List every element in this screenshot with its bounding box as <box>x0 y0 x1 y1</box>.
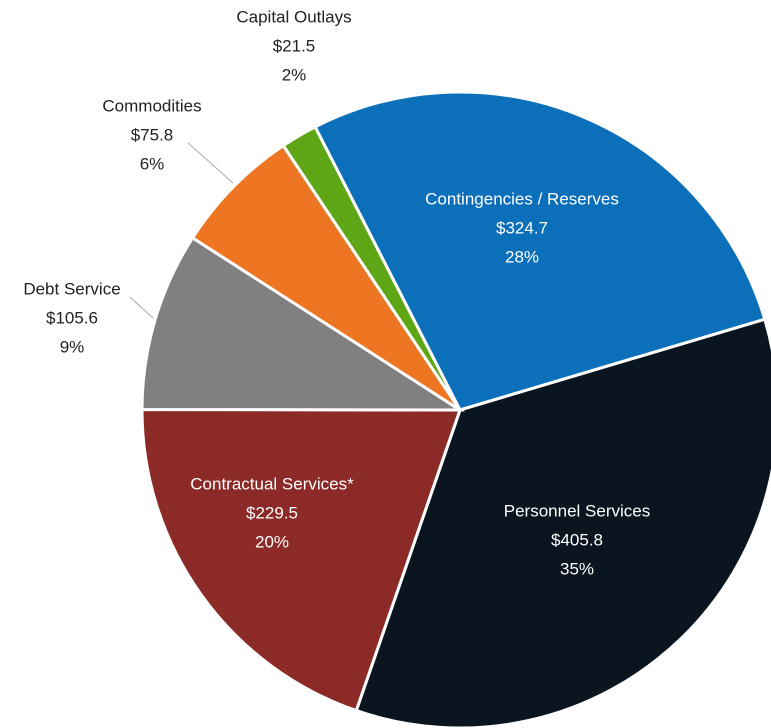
slice-label: Contractual Services* <box>190 474 354 493</box>
slice-label: Capital Outlays <box>236 7 351 26</box>
pie-slice <box>190 143 462 412</box>
leader-line <box>187 142 234 184</box>
slice-label: Debt Service <box>23 279 120 298</box>
pie-slice <box>140 235 466 412</box>
pie-slice <box>313 90 767 412</box>
value-label: $324.7 <box>496 218 548 237</box>
percentage-label: 6% <box>140 154 165 173</box>
percentage-label: 2% <box>282 65 307 84</box>
leader-line <box>129 296 154 319</box>
percentage-label: 9% <box>60 337 85 356</box>
percentage-label: 28% <box>505 247 539 266</box>
pie-slice <box>281 124 462 411</box>
slice-label: Contingencies / Reserves <box>425 189 619 208</box>
value-label: $21.5 <box>273 36 316 55</box>
value-label: $405.8 <box>551 530 603 549</box>
slice-label: Personnel Services <box>504 501 650 520</box>
value-label: $75.8 <box>131 125 174 144</box>
value-label: $229.5 <box>246 503 298 522</box>
percentage-label: 35% <box>560 559 594 578</box>
pie-slice <box>140 408 463 713</box>
slice-label: Commodities <box>102 96 201 115</box>
value-label: $105.6 <box>46 308 98 327</box>
percentage-label: 20% <box>255 532 289 551</box>
